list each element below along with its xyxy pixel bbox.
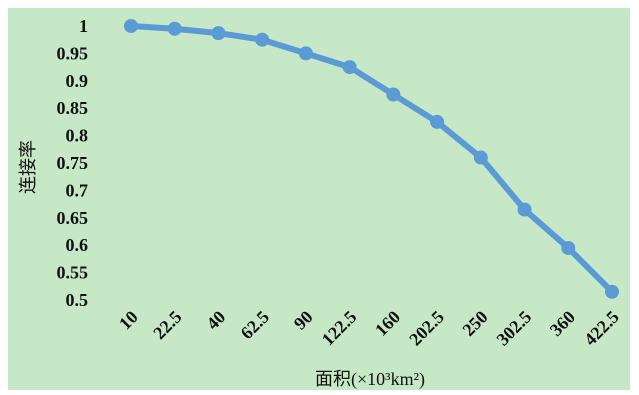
data-point <box>298 46 313 61</box>
data-point <box>342 60 357 75</box>
x-axis-title: 面积(×10³km²) <box>315 369 425 390</box>
y-tick-label: 0.6 <box>66 235 89 255</box>
data-point <box>255 32 270 47</box>
data-point <box>124 19 138 33</box>
y-tick-label: 0.85 <box>57 98 89 118</box>
data-point <box>386 87 401 102</box>
data-point <box>605 284 619 299</box>
series-markers <box>124 19 619 299</box>
data-point <box>561 240 576 255</box>
y-axis-ticks: 0.5 0.55 0.6 0.65 0.7 0.75 0.8 0.85 0.9 0.95 1 <box>57 16 89 310</box>
series-line <box>128 23 615 295</box>
data-point <box>473 150 488 165</box>
data-point <box>517 202 532 217</box>
y-tick-label: 0.65 <box>57 208 89 228</box>
y-tick-label: 0.9 <box>66 71 89 91</box>
y-tick-label: 0.7 <box>66 180 89 200</box>
y-tick-label: 0.75 <box>57 153 89 173</box>
y-tick-label: 0.95 <box>57 43 89 63</box>
y-tick-label: 0.8 <box>66 126 89 146</box>
y-tick-label: 0.55 <box>57 263 89 283</box>
y-tick-label: 1 <box>79 16 88 36</box>
y-tick-label: 0.5 <box>66 290 89 310</box>
y-axis-title: 连接率 <box>18 140 38 194</box>
data-point <box>167 21 182 36</box>
data-point <box>211 26 226 41</box>
chart-background <box>8 8 630 390</box>
data-point <box>430 114 445 129</box>
